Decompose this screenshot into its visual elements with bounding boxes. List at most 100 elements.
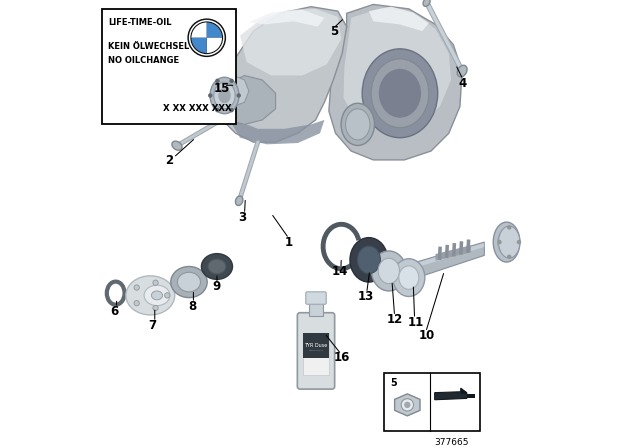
- Ellipse shape: [210, 78, 239, 114]
- Ellipse shape: [362, 49, 438, 138]
- Circle shape: [153, 280, 158, 285]
- Ellipse shape: [393, 259, 425, 297]
- Circle shape: [153, 306, 158, 311]
- Text: 9: 9: [213, 280, 221, 293]
- Circle shape: [215, 108, 220, 112]
- Text: 3: 3: [238, 211, 246, 224]
- FancyBboxPatch shape: [303, 333, 329, 358]
- Text: 1: 1: [285, 236, 293, 249]
- Circle shape: [516, 240, 521, 244]
- Text: NO OILCHANGE: NO OILCHANGE: [108, 56, 179, 65]
- FancyBboxPatch shape: [309, 302, 323, 316]
- Circle shape: [229, 108, 234, 112]
- Polygon shape: [461, 388, 467, 394]
- Circle shape: [134, 301, 140, 306]
- Ellipse shape: [144, 285, 170, 306]
- Wedge shape: [207, 22, 222, 38]
- Ellipse shape: [378, 258, 399, 284]
- Ellipse shape: [371, 59, 429, 128]
- Circle shape: [189, 21, 224, 55]
- Polygon shape: [435, 388, 467, 400]
- Polygon shape: [216, 76, 249, 107]
- Text: X XX XXX XXX: X XX XXX XXX: [163, 104, 231, 113]
- Text: 16: 16: [334, 351, 350, 364]
- Text: 377665: 377665: [434, 438, 468, 447]
- Ellipse shape: [171, 267, 207, 297]
- Text: 15: 15: [214, 82, 230, 95]
- Text: 13: 13: [358, 290, 374, 303]
- FancyBboxPatch shape: [306, 292, 326, 304]
- Polygon shape: [329, 4, 462, 160]
- Ellipse shape: [372, 251, 406, 291]
- Circle shape: [208, 93, 212, 98]
- FancyBboxPatch shape: [385, 373, 480, 431]
- Ellipse shape: [208, 259, 226, 274]
- Text: 4: 4: [459, 77, 467, 90]
- Ellipse shape: [493, 222, 520, 262]
- Circle shape: [229, 79, 234, 83]
- Text: 14: 14: [332, 265, 348, 278]
- Circle shape: [507, 254, 511, 259]
- Wedge shape: [207, 38, 222, 53]
- Bar: [452, 243, 456, 256]
- Circle shape: [237, 93, 241, 98]
- Circle shape: [134, 285, 140, 290]
- Ellipse shape: [423, 0, 430, 6]
- Ellipse shape: [379, 69, 421, 118]
- Ellipse shape: [152, 291, 163, 300]
- Polygon shape: [395, 394, 420, 416]
- Circle shape: [507, 225, 511, 230]
- Wedge shape: [191, 38, 207, 53]
- Text: 7: 7: [148, 319, 156, 332]
- Polygon shape: [222, 76, 276, 125]
- Bar: [438, 246, 442, 260]
- Ellipse shape: [350, 237, 388, 282]
- Ellipse shape: [499, 226, 520, 258]
- Ellipse shape: [236, 196, 243, 206]
- Polygon shape: [435, 245, 471, 261]
- Circle shape: [164, 293, 170, 298]
- Text: 5: 5: [390, 378, 397, 388]
- Polygon shape: [240, 9, 341, 76]
- Polygon shape: [467, 393, 475, 397]
- Polygon shape: [227, 116, 324, 144]
- Ellipse shape: [214, 82, 235, 109]
- Circle shape: [215, 79, 220, 83]
- Polygon shape: [369, 7, 429, 31]
- FancyBboxPatch shape: [303, 333, 329, 375]
- Polygon shape: [249, 10, 324, 26]
- Ellipse shape: [177, 272, 200, 292]
- Text: 6: 6: [111, 305, 119, 319]
- Text: LIFE-TIME-OIL: LIFE-TIME-OIL: [108, 18, 172, 27]
- Text: KEIN ÖLWECHSEL: KEIN ÖLWECHSEL: [108, 42, 189, 51]
- Bar: [466, 239, 470, 253]
- FancyBboxPatch shape: [298, 313, 335, 389]
- Text: 12: 12: [387, 313, 403, 326]
- Text: TYR Duse: TYR Duse: [305, 343, 328, 348]
- Polygon shape: [413, 242, 484, 279]
- Ellipse shape: [202, 254, 232, 280]
- Circle shape: [404, 402, 410, 408]
- Text: 11: 11: [408, 315, 424, 328]
- Text: ──────: ──────: [308, 349, 323, 353]
- Text: 2: 2: [165, 154, 173, 167]
- Ellipse shape: [357, 246, 380, 274]
- Wedge shape: [191, 22, 207, 38]
- Circle shape: [191, 22, 223, 53]
- Ellipse shape: [218, 88, 231, 103]
- Ellipse shape: [498, 229, 515, 255]
- Circle shape: [497, 240, 502, 244]
- Bar: [459, 241, 463, 255]
- Text: 10: 10: [419, 329, 435, 342]
- Ellipse shape: [341, 103, 374, 146]
- Polygon shape: [344, 8, 451, 129]
- Text: 5: 5: [330, 26, 339, 39]
- Ellipse shape: [346, 109, 370, 140]
- Polygon shape: [413, 243, 484, 268]
- Ellipse shape: [399, 266, 419, 289]
- Bar: [445, 245, 449, 258]
- Ellipse shape: [172, 141, 182, 150]
- Polygon shape: [217, 7, 347, 142]
- Text: 8: 8: [188, 300, 196, 313]
- FancyBboxPatch shape: [102, 9, 236, 125]
